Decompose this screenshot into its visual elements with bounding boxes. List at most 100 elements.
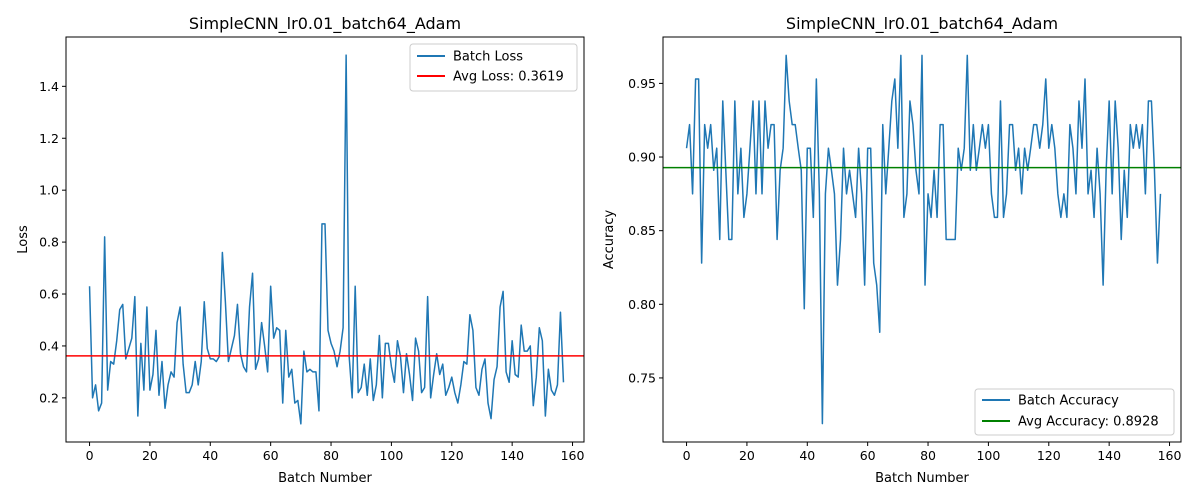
accuracy-chart: SimpleCNN_lr0.01_batch64_Adam 0 20 40 60 80 1…	[602, 14, 1182, 486]
accuracy-data-point	[770, 123, 772, 125]
loss-x-tick-label: 20	[142, 448, 158, 463]
loss-chart-x-ticks: 0 20 40 60 80 100 120 140 160	[86, 442, 585, 463]
accuracy-data-point	[1005, 193, 1007, 195]
loss-data-point	[454, 391, 456, 393]
accuracy-data-point	[1159, 193, 1161, 195]
loss-data-point	[263, 345, 265, 347]
loss-data-point	[122, 303, 124, 305]
accuracy-data-point	[888, 147, 890, 149]
loss-data-point	[294, 402, 296, 404]
loss-data-point	[435, 353, 437, 355]
accuracy-data-point	[966, 54, 968, 56]
accuracy-data-point	[716, 147, 718, 149]
accuracy-data-point	[836, 284, 838, 286]
loss-data-point	[282, 402, 284, 404]
loss-data-point	[417, 350, 419, 352]
accuracy-data-point	[1156, 262, 1158, 264]
loss-data-point	[242, 366, 244, 368]
loss-data-point	[230, 347, 232, 349]
loss-data-point	[116, 340, 118, 342]
accuracy-data-point	[694, 78, 696, 80]
accuracy-data-point	[1011, 123, 1013, 125]
accuracy-data-point	[1150, 100, 1152, 102]
accuracy-data-point	[960, 169, 962, 171]
loss-data-point	[460, 384, 462, 386]
accuracy-data-point	[755, 193, 757, 195]
loss-x-tick-label: 60	[263, 448, 279, 463]
loss-data-point	[375, 384, 377, 386]
loss-data-point	[466, 363, 468, 365]
accuracy-chart-x-axis-label: Batch Number	[875, 471, 969, 486]
loss-data-point	[318, 410, 320, 412]
loss-data-point	[402, 391, 404, 393]
accuracy-data-point	[891, 100, 893, 102]
loss-data-point	[182, 363, 184, 365]
loss-data-point	[432, 373, 434, 375]
accuracy-data-point	[990, 193, 992, 195]
loss-data-point	[472, 329, 474, 331]
loss-y-tick-label: 0.4	[39, 338, 59, 353]
loss-data-point	[227, 360, 229, 362]
accuracy-data-point	[1123, 169, 1125, 171]
loss-data-point	[191, 384, 193, 386]
accuracy-data-point	[1153, 169, 1155, 171]
loss-data-point	[493, 378, 495, 380]
loss-data-point	[112, 363, 114, 365]
loss-data-point	[128, 347, 130, 349]
accuracy-data-point	[860, 193, 862, 195]
accuracy-chart-legend: Batch Accuracy Avg Accuracy: 0.8928	[974, 388, 1175, 436]
accuracy-data-point	[924, 284, 926, 286]
loss-data-point	[324, 223, 326, 225]
accuracy-data-point	[1039, 147, 1041, 149]
accuracy-data-point	[927, 193, 929, 195]
loss-data-point	[179, 306, 181, 308]
loss-data-point	[224, 301, 226, 303]
accuracy-data-point	[1069, 123, 1071, 125]
accuracy-chart-x-ticks: 0 20 40 60 80 100 120 140 160	[683, 442, 1182, 463]
loss-data-point	[94, 384, 96, 386]
accuracy-data-point	[900, 54, 902, 56]
loss-x-tick-label: 140	[500, 448, 524, 463]
loss-data-point	[91, 397, 93, 399]
accuracy-data-point	[758, 100, 760, 102]
loss-x-tick-label: 160	[561, 448, 585, 463]
loss-data-point	[200, 360, 202, 362]
loss-data-point	[562, 381, 564, 383]
accuracy-data-point	[1036, 123, 1038, 125]
loss-data-point	[339, 350, 341, 352]
accuracy-data-point	[1135, 123, 1137, 125]
loss-data-point	[333, 350, 335, 352]
loss-data-point	[245, 371, 247, 373]
loss-data-point	[155, 329, 157, 331]
accuracy-data-point	[788, 100, 790, 102]
accuracy-series-line-0	[685, 54, 1162, 425]
loss-data-point	[176, 321, 178, 323]
loss-data-point	[209, 358, 211, 360]
accuracy-data-point	[981, 123, 983, 125]
loss-data-point	[484, 358, 486, 360]
accuracy-data-point	[951, 238, 953, 240]
loss-data-point	[143, 389, 145, 391]
accuracy-data-point	[954, 238, 956, 240]
accuracy-data-point	[930, 216, 932, 218]
accuracy-x-tick-label: 20	[739, 448, 755, 463]
accuracy-x-tick-label: 160	[1158, 448, 1182, 463]
accuracy-data-point	[1002, 216, 1004, 218]
accuracy-data-point	[1129, 123, 1131, 125]
loss-chart-marks	[66, 54, 584, 425]
loss-data-point	[279, 329, 281, 331]
loss-data-point	[508, 381, 510, 383]
loss-data-point	[357, 391, 359, 393]
loss-data-point	[185, 391, 187, 393]
loss-data-point	[517, 376, 519, 378]
accuracy-data-point	[1117, 147, 1119, 149]
accuracy-data-point	[691, 193, 693, 195]
accuracy-data-point	[794, 123, 796, 125]
accuracy-data-point	[764, 100, 766, 102]
accuracy-data-point	[1096, 147, 1098, 149]
accuracy-data-point	[746, 193, 748, 195]
accuracy-data-point	[1075, 193, 1077, 195]
accuracy-data-point	[903, 216, 905, 218]
loss-data-point	[405, 353, 407, 355]
accuracy-data-point	[1099, 193, 1101, 195]
